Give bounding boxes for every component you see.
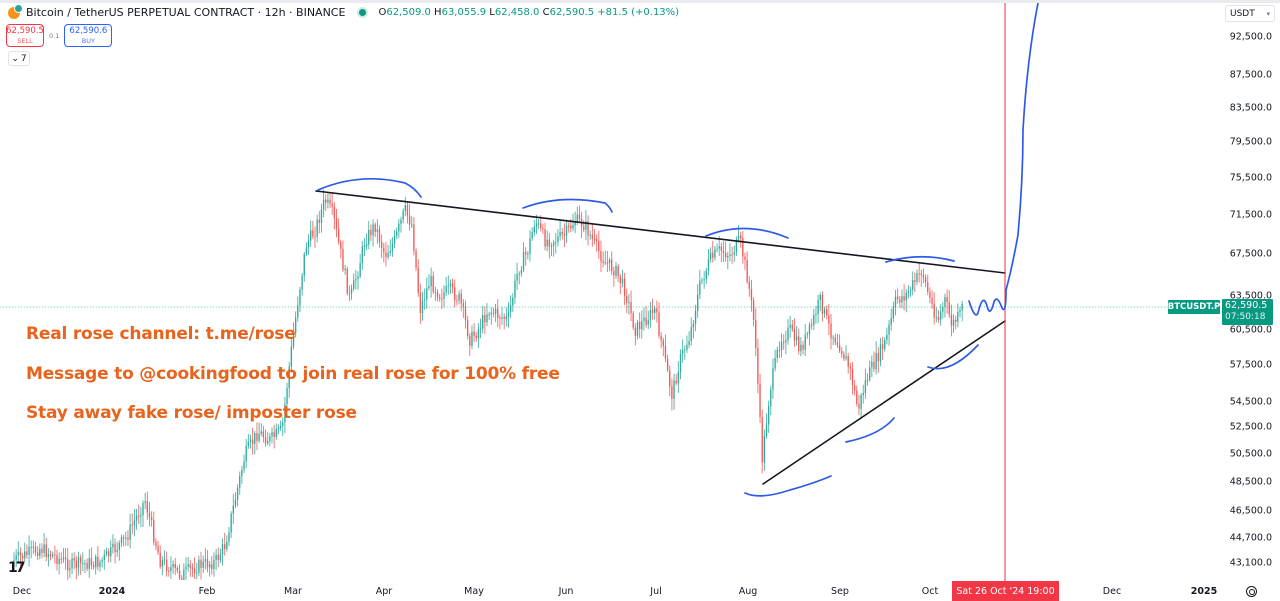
- price-tick-label: 52,500.0: [1229, 421, 1272, 433]
- price-tick-label: 50,500.0: [1229, 448, 1272, 460]
- time-tick-label: Sep: [831, 586, 849, 597]
- ohlc-values: O62,509.0 H63,055.9 L62,458.0 C62,590.5 …: [378, 7, 679, 18]
- sell-button[interactable]: 62,590.5 SELL: [6, 24, 44, 47]
- time-tick-label: Oct: [921, 586, 939, 597]
- change-value: +81.5 (+0.13%): [597, 7, 680, 18]
- chevron-down-icon: ⌄: [11, 53, 19, 64]
- close-value: 62,590.5: [549, 7, 595, 18]
- high-value: 63,055.9: [441, 7, 487, 18]
- trendline-descending-resistance[interactable]: [315, 190, 1006, 274]
- spread-value: 0.1: [49, 31, 60, 40]
- price-tick-label: 92,500.0: [1229, 31, 1272, 43]
- top-border: [0, 0, 1280, 3]
- tradingview-logo-icon[interactable]: 17: [8, 560, 26, 576]
- price-tick-label: 71,500.0: [1229, 209, 1272, 221]
- trendline-ascending-support[interactable]: [762, 320, 1006, 485]
- last-price: 62,590.5: [1225, 300, 1268, 312]
- sell-price: 62,590.5: [6, 26, 44, 36]
- time-axis[interactable]: Dec 2024 Feb Mar Apr May Jun Jul Aug Sep Oct Dec 202…: [0, 581, 1220, 601]
- buy-button[interactable]: 62,590.6 BUY: [64, 24, 113, 47]
- price-tick-label: 63,500.0: [1229, 290, 1272, 302]
- annotation-text-3[interactable]: Stay away fake rose/ imposter rose: [26, 403, 357, 423]
- low-label: L: [489, 7, 495, 18]
- price-tick-label: 79,500.0: [1229, 136, 1272, 148]
- chart-pane[interactable]: [0, 3, 1220, 581]
- highlight-arc-drawing[interactable]: [885, 255, 955, 263]
- time-cursor-label: Sat 26 Oct '24 19:00: [952, 581, 1059, 601]
- bitcoin-icon: [8, 3, 23, 19]
- time-tick-label: 2024: [98, 586, 126, 597]
- caret-down-icon: ▾: [1266, 9, 1270, 18]
- indicators-toggle-button[interactable]: ⌄ 7: [8, 51, 30, 66]
- time-tick-label: Dec: [1102, 586, 1122, 597]
- time-tick-label: Dec: [12, 586, 32, 597]
- buy-price: 62,590.6: [69, 26, 108, 36]
- highlight-arc-drawing[interactable]: [845, 417, 895, 443]
- highlight-arc-drawing[interactable]: [744, 475, 832, 497]
- sell-label: SELL: [17, 36, 33, 45]
- price-tick-label: 60,500.0: [1229, 324, 1272, 336]
- time-tick-label: Mar: [284, 586, 302, 597]
- time-tick-label: Aug: [738, 586, 758, 597]
- low-value: 62,458.0: [494, 7, 540, 18]
- price-tick-label: 54,500.0: [1229, 396, 1272, 408]
- price-tick-label: 44,700.0: [1229, 532, 1272, 544]
- time-tick-label: 2025: [1190, 586, 1218, 597]
- currency-value: USDT: [1230, 8, 1255, 19]
- price-tick-label: 48,500.0: [1229, 476, 1272, 488]
- close-label: C: [542, 7, 550, 18]
- settings-icon[interactable]: [1246, 586, 1257, 597]
- time-tick-label: Feb: [198, 586, 216, 597]
- market-open-dot-icon: [359, 9, 367, 16]
- time-tick-label: May: [464, 586, 484, 597]
- highlight-arc-drawing[interactable]: [705, 227, 789, 239]
- annotation-text-1[interactable]: Real rose channel: t.me/rose: [26, 324, 296, 344]
- highlight-arc-drawing[interactable]: [522, 198, 613, 213]
- annotation-text-2[interactable]: Message to @cookingfood to join real ros…: [26, 364, 560, 384]
- time-tick-label: Apr: [375, 586, 393, 597]
- price-tick-label: 67,500.0: [1229, 248, 1272, 260]
- buy-label: BUY: [81, 36, 95, 45]
- time-tick-label: Jul: [650, 586, 662, 597]
- open-value: 62,509.0: [386, 7, 431, 18]
- highlight-arc-drawing[interactable]: [927, 344, 979, 370]
- highlight-arc-drawing[interactable]: [317, 177, 422, 198]
- price-chart[interactable]: [0, 3, 1220, 581]
- last-price-tag: 62,590.5 07:50:18: [1222, 299, 1273, 325]
- high-label: H: [434, 7, 442, 18]
- price-tick-label: 83,500.0: [1229, 102, 1272, 114]
- price-tick-label: 87,500.0: [1229, 69, 1272, 81]
- time-tick-label: Jun: [558, 586, 574, 597]
- symbol-title[interactable]: Bitcoin / TetherUS PERPETUAL CONTRACT · …: [26, 6, 346, 19]
- price-tick-label: 43,100.0: [1229, 557, 1272, 569]
- price-tick-label: 75,500.0: [1229, 172, 1272, 184]
- projected-path-drawing[interactable]: [968, 3, 1039, 316]
- currency-select[interactable]: USDT ▾: [1225, 5, 1275, 22]
- open-label: O: [378, 7, 387, 18]
- price-tick-label: 46,500.0: [1229, 505, 1272, 517]
- trade-buttons: 62,590.5 SELL 0.1 62,590.6 BUY: [6, 24, 113, 47]
- symbol-price-tag: BTCUSDT.P: [1167, 300, 1221, 314]
- indicators-count: 7: [20, 53, 27, 64]
- bar-countdown: 07:50:18: [1225, 312, 1266, 323]
- symbol-legend: Bitcoin / TetherUS PERPETUAL CONTRACT · …: [8, 3, 679, 19]
- price-tick-label: 57,500.0: [1229, 359, 1272, 371]
- price-axis[interactable]: 92,500.0 87,500.0 83,500.0 79,500.0 75,500.0…: [1220, 3, 1280, 581]
